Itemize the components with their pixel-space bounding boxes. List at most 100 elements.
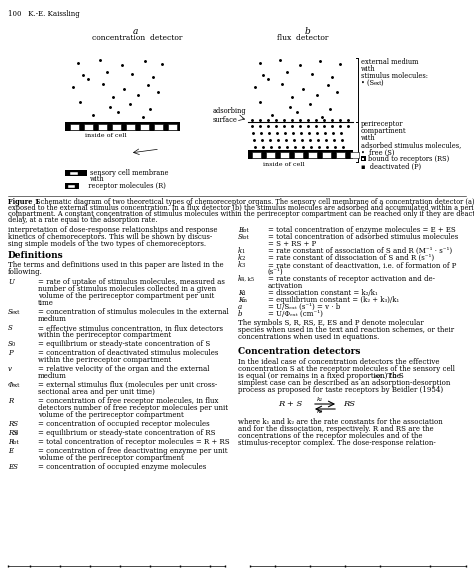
Text: within the perireceptor compartment: within the perireceptor compartment: [38, 356, 171, 364]
Text: U: U: [8, 278, 14, 286]
Text: E: E: [8, 447, 13, 455]
Text: interpretation of dose-response relationships and response: interpretation of dose-response relation…: [8, 226, 218, 234]
Text: external medium: external medium: [361, 58, 419, 66]
Text: time: time: [38, 299, 54, 307]
Bar: [280, 152, 289, 157]
Text: = concentration of occupied receptor molecules: = concentration of occupied receptor mol…: [38, 420, 210, 428]
Text: (s⁻¹): (s⁻¹): [268, 268, 283, 276]
Bar: [154, 124, 163, 129]
Text: = rate of uptake of stimulus molecules, measured as: = rate of uptake of stimulus molecules, …: [38, 278, 225, 286]
Text: . The: . The: [383, 372, 401, 380]
Bar: [98, 124, 107, 129]
Text: sectional area and per unit time): sectional area and per unit time): [38, 388, 155, 396]
Text: = equilibrium constant = (k₂ + k₃)/k₁: = equilibrium constant = (k₂ + k₃)/k₁: [268, 296, 399, 304]
Text: d: d: [241, 291, 245, 296]
Text: k₁: k₁: [317, 397, 323, 402]
Text: = rate constant of association of S and R (M⁻¹ · s⁻¹): = rate constant of association of S and …: [268, 247, 452, 255]
Text: exposed to the external stimulus concentration. In a flux detector (b) the stimu: exposed to the external stimulus concent…: [8, 204, 474, 212]
Text: = concentration of free receptor molecules, in flux: = concentration of free receptor molecul…: [38, 397, 219, 405]
Text: E: E: [238, 226, 243, 234]
Text: RS: RS: [8, 420, 18, 428]
Bar: [350, 152, 359, 157]
Text: with: with: [361, 134, 376, 142]
Text: = concentration of deactivated stimulus molecules: = concentration of deactivated stimulus …: [38, 349, 219, 357]
Text: ES: ES: [8, 463, 18, 471]
Text: The symbols S, R, RS, E, ES and P denote molecular: The symbols S, R, RS, E, ES and P denote…: [238, 319, 424, 327]
Text: tot: tot: [241, 228, 249, 233]
Bar: [336, 152, 345, 157]
Text: 0: 0: [11, 342, 15, 347]
Text: compartment. A constant concentration of stimulus molecules within the perirecep: compartment. A constant concentration of…: [8, 210, 474, 218]
Text: = concentration of stimulus molecules in the external: = concentration of stimulus molecules in…: [38, 308, 229, 316]
Text: K: K: [238, 289, 243, 297]
Text: sing simple models of the two types of chemoreceptors.: sing simple models of the two types of c…: [8, 240, 206, 248]
Text: k: k: [238, 254, 242, 262]
Bar: [361, 156, 366, 161]
Bar: [65, 183, 79, 189]
Text: R + S: R + S: [278, 400, 302, 408]
Text: with: with: [90, 175, 105, 183]
Text: 100   K.-E. Kaissling: 100 K.-E. Kaissling: [8, 10, 80, 18]
Text: tot: tot: [11, 440, 19, 445]
Text: RS: RS: [343, 400, 355, 408]
Text: a: a: [238, 303, 242, 311]
Text: RS: RS: [8, 429, 18, 437]
Text: = relative velocity of the organ and the external: = relative velocity of the organ and the…: [38, 365, 210, 373]
Text: volume of the perireceptor compartment: volume of the perireceptor compartment: [38, 411, 184, 419]
Text: = U/Φₑₓₜ (cm⁻¹): = U/Φₑₓₜ (cm⁻¹): [268, 310, 323, 318]
Text: = S + RS + P: = S + RS + P: [268, 240, 316, 248]
Text: = external stimulus flux (molecules per unit cross-: = external stimulus flux (molecules per …: [38, 381, 217, 389]
Bar: [68, 185, 75, 188]
Bar: [65, 170, 87, 176]
Text: = equilibrium or steady-state concentration of RS: = equilibrium or steady-state concentrat…: [38, 429, 216, 437]
Text: = total concentration of enzyme molecules = E + ES: = total concentration of enzyme molecule…: [268, 226, 456, 234]
Text: inside of cell: inside of cell: [263, 162, 305, 167]
Text: adsorbing
surface: adsorbing surface: [213, 107, 246, 124]
Text: simplest case can be described as an adsorption-desorption: simplest case can be described as an ads…: [238, 379, 450, 387]
Bar: [126, 124, 135, 129]
Text: P: P: [8, 349, 13, 357]
Text: = concentration of free deactivating enzyme per unit: = concentration of free deactivating enz…: [38, 447, 228, 455]
Text: 3: 3: [241, 263, 245, 268]
Text: = U/Sₑₓₜ (s⁻¹) = v · b: = U/Sₑₓₜ (s⁻¹) = v · b: [268, 303, 340, 311]
Bar: [168, 124, 177, 129]
Text: ext: ext: [11, 383, 20, 388]
Text: process as proposed for taste receptors by Beidler (1954): process as proposed for taste receptors …: [238, 386, 443, 394]
Text: R: R: [8, 397, 13, 405]
Text: = concentration of occupied enzyme molecules: = concentration of occupied enzyme molec…: [38, 463, 206, 471]
Text: 1: 1: [241, 249, 245, 254]
Text: v: v: [8, 365, 12, 373]
Text: Definitions: Definitions: [8, 251, 64, 260]
Text: tot: tot: [241, 235, 249, 240]
Text: = rate constant of dissociation of S and R (s⁻¹): = rate constant of dissociation of S and…: [268, 254, 434, 262]
Text: 2: 2: [241, 256, 245, 261]
Text: is equal (or remains in a fixed proportion) to S: is equal (or remains in a fixed proporti…: [238, 372, 404, 380]
Bar: [252, 152, 261, 157]
Text: k₂: k₂: [317, 409, 323, 414]
Text: •  free (S): • free (S): [361, 149, 394, 157]
Text: perireceptor: perireceptor: [361, 120, 403, 128]
Text: concentration  detector: concentration detector: [92, 34, 182, 42]
Text: S: S: [8, 308, 13, 316]
Text: k: k: [238, 261, 242, 269]
Text: adsorbed stimulus molecules,: adsorbed stimulus molecules,: [361, 141, 461, 149]
Bar: [65, 122, 180, 131]
Text: b: b: [238, 310, 243, 318]
Text: = rate constant of deactivation, i.e. of formation of P: = rate constant of deactivation, i.e. of…: [268, 261, 456, 269]
Bar: [266, 152, 275, 157]
Text: Schematic diagram of two theoretical types of chemoreceptor organs. The sensory : Schematic diagram of two theoretical typ…: [36, 198, 474, 206]
Text: volume of the perireceptor compartment per unit: volume of the perireceptor compartment p…: [38, 292, 214, 300]
Text: R: R: [8, 438, 13, 446]
Bar: [322, 152, 331, 157]
Text: concentration S at the receptor molecules of the sensory cell: concentration S at the receptor molecule…: [238, 365, 455, 373]
Text: kinetics of chemoreceptors. This will be shown by discus-: kinetics of chemoreceptors. This will be…: [8, 233, 212, 241]
Text: with: with: [361, 65, 376, 73]
Text: ): ): [381, 79, 383, 87]
Text: = dissociation constant = k₂/k₁: = dissociation constant = k₂/k₁: [268, 289, 378, 297]
Text: detectors number of free receptor molecules per unit: detectors number of free receptor molecu…: [38, 404, 228, 412]
Text: where k₁ and k₂ are the rate constants for the association: where k₁ and k₂ are the rate constants f…: [238, 418, 443, 426]
Text: The terms and definitions used in this paper are listed in the: The terms and definitions used in this p…: [8, 261, 224, 269]
Text: species when used in the text and reaction schemes, or their: species when used in the text and reacti…: [238, 326, 454, 334]
Text: concentrations of the receptor molecules and of the: concentrations of the receptor molecules…: [238, 432, 422, 440]
Bar: [140, 124, 149, 129]
